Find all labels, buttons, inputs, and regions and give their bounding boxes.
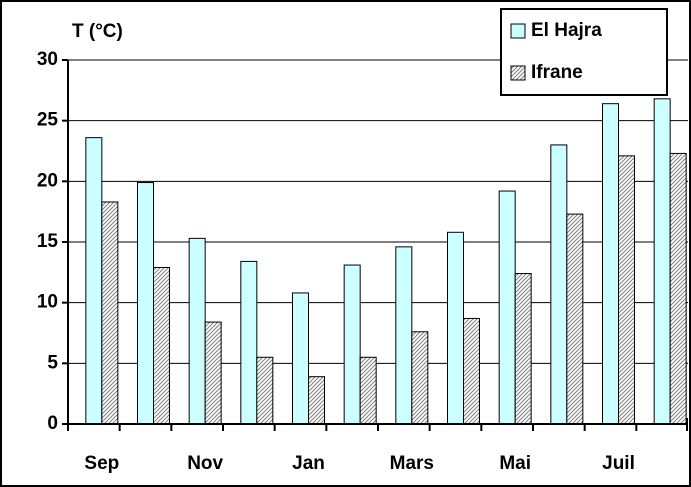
bar (137, 182, 154, 425)
bar (153, 266, 170, 425)
y-tick-label: 25 (37, 110, 59, 131)
legend-box (500, 8, 668, 96)
bar (447, 231, 464, 425)
bar (602, 103, 619, 425)
x-tick-label: Nov (187, 453, 223, 474)
bar (359, 356, 377, 425)
bar (514, 273, 532, 425)
bar (566, 213, 584, 425)
bar (101, 201, 119, 425)
y-tick-label: 20 (37, 170, 58, 191)
y-tick-label: 0 (47, 413, 58, 434)
legend-swatch (510, 65, 526, 81)
bar (85, 137, 103, 425)
y-tick-label: 15 (37, 231, 59, 252)
bar (292, 292, 309, 425)
bar (550, 144, 568, 425)
bar (498, 190, 516, 425)
bar (463, 317, 480, 425)
bar (343, 264, 361, 425)
bar (653, 98, 671, 425)
x-tick-label: Jan (292, 453, 325, 474)
x-tick-label: Sep (84, 453, 119, 474)
y-tick-label: 30 (37, 49, 58, 70)
bar (411, 331, 429, 425)
bar (395, 246, 413, 425)
bar (669, 152, 687, 425)
bar (240, 260, 258, 425)
chart-title: T (°C) (72, 21, 123, 42)
x-tick-label: Juil (602, 453, 635, 474)
bar (256, 356, 274, 425)
bar (308, 376, 325, 425)
legend-label: Ifrane (531, 62, 583, 83)
y-tick-label: 5 (47, 352, 58, 373)
bar (204, 321, 222, 425)
y-tick-label: 10 (37, 292, 58, 313)
x-tick-label: Mars (390, 453, 434, 474)
bar (618, 155, 635, 425)
bar (188, 237, 206, 425)
legend-swatch (510, 23, 526, 39)
x-tick-label: Mai (499, 453, 531, 474)
legend-label: El Hajra (531, 20, 602, 41)
